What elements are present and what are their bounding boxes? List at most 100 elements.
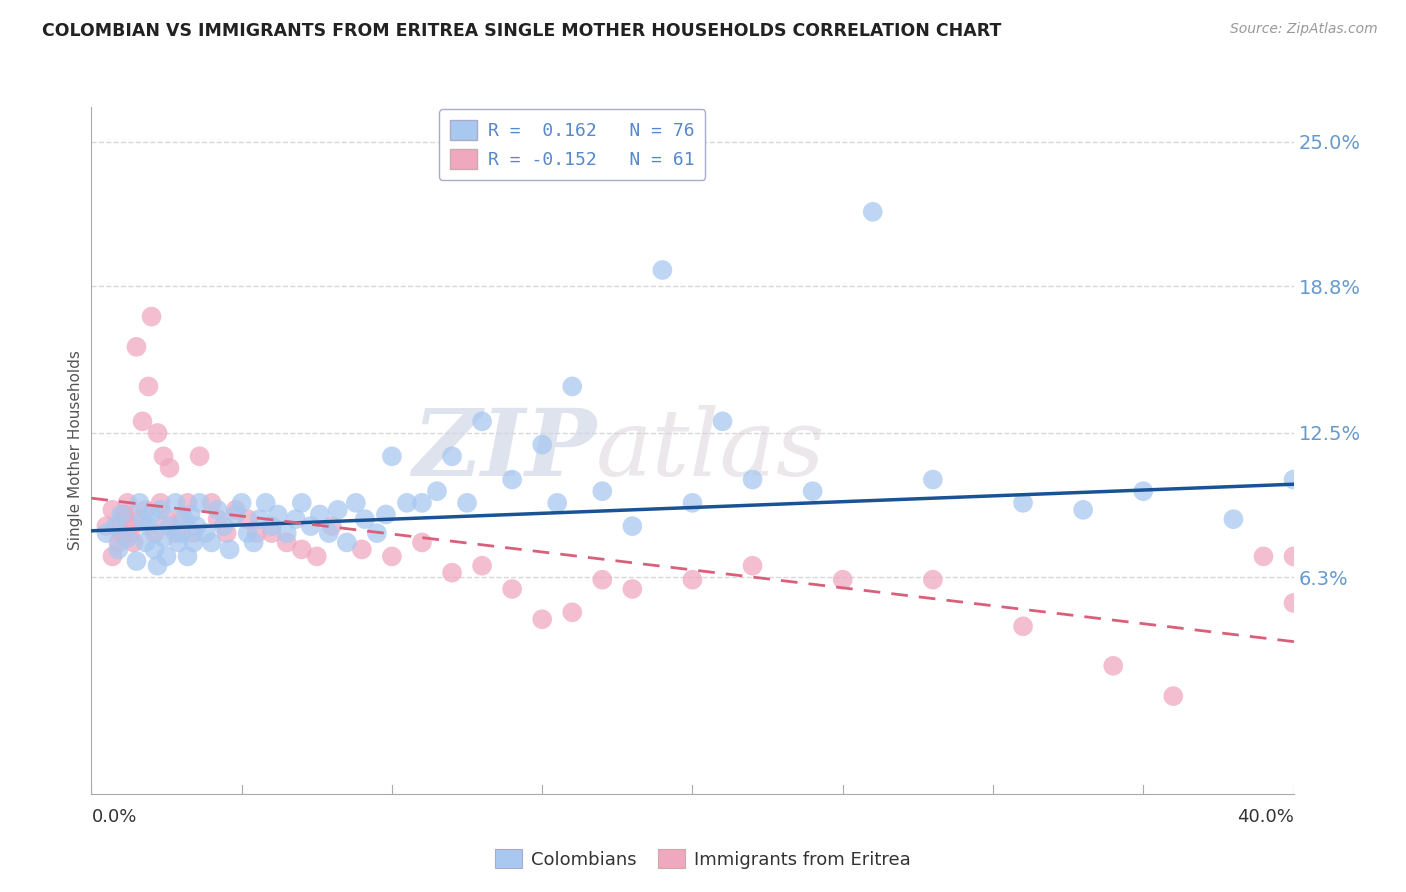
Point	[471, 414, 494, 428]
Text: COLOMBIAN VS IMMIGRANTS FROM ERITREA SINGLE MOTHER HOUSEHOLDS CORRELATION CHART: COLOMBIAN VS IMMIGRANTS FROM ERITREA SIN…	[42, 22, 1001, 40]
Point	[167, 535, 190, 549]
Point	[741, 473, 763, 487]
Point	[110, 526, 132, 541]
Point	[546, 496, 568, 510]
Point	[440, 566, 463, 580]
Point	[242, 535, 264, 549]
Point	[1222, 512, 1244, 526]
Point	[318, 526, 340, 541]
Point	[801, 484, 824, 499]
Point	[1132, 484, 1154, 499]
Point	[146, 425, 169, 440]
Point	[305, 549, 328, 564]
Point	[501, 582, 523, 596]
Point	[531, 437, 554, 451]
Point	[207, 503, 229, 517]
Point	[173, 512, 195, 526]
Point	[176, 549, 198, 564]
Point	[591, 573, 613, 587]
Point	[138, 379, 160, 393]
Point	[862, 204, 884, 219]
Point	[114, 508, 136, 522]
Point	[501, 473, 523, 487]
Point	[218, 542, 240, 557]
Legend: Colombians, Immigrants from Eritrea: Colombians, Immigrants from Eritrea	[488, 842, 918, 876]
Point	[122, 535, 145, 549]
Point	[291, 542, 314, 557]
Point	[922, 573, 945, 587]
Point	[125, 340, 148, 354]
Point	[1253, 549, 1275, 564]
Point	[138, 519, 160, 533]
Point	[212, 519, 235, 533]
Point	[131, 414, 153, 428]
Point	[1012, 496, 1035, 510]
Point	[260, 526, 283, 541]
Point	[170, 526, 193, 541]
Point	[170, 512, 193, 526]
Point	[336, 535, 359, 549]
Point	[107, 519, 129, 533]
Point	[165, 526, 187, 541]
Text: Source: ZipAtlas.com: Source: ZipAtlas.com	[1230, 22, 1378, 37]
Point	[96, 526, 118, 541]
Point	[621, 582, 644, 596]
Point	[186, 519, 208, 533]
Point	[125, 554, 148, 568]
Point	[149, 503, 172, 517]
Point	[101, 503, 124, 517]
Point	[236, 512, 259, 526]
Point	[561, 379, 583, 393]
Point	[276, 535, 298, 549]
Point	[134, 535, 156, 549]
Point	[131, 512, 153, 526]
Point	[321, 519, 343, 533]
Point	[152, 450, 174, 464]
Point	[344, 496, 367, 510]
Point	[225, 508, 247, 522]
Point	[246, 526, 269, 541]
Point	[366, 526, 388, 541]
Point	[299, 519, 322, 533]
Point	[1282, 473, 1305, 487]
Point	[1102, 658, 1125, 673]
Point	[236, 526, 259, 541]
Point	[141, 508, 163, 522]
Point	[188, 496, 211, 510]
Point	[225, 503, 247, 517]
Point	[215, 526, 238, 541]
Point	[141, 310, 163, 324]
Point	[120, 526, 142, 541]
Point	[120, 519, 142, 533]
Text: ZIP: ZIP	[412, 406, 596, 495]
Point	[183, 535, 205, 549]
Point	[114, 508, 136, 522]
Text: 0.0%: 0.0%	[91, 808, 136, 826]
Point	[531, 612, 554, 626]
Point	[165, 496, 187, 510]
Point	[354, 512, 377, 526]
Point	[143, 542, 166, 557]
Point	[561, 605, 583, 619]
Point	[308, 508, 330, 522]
Point	[249, 512, 271, 526]
Point	[381, 549, 404, 564]
Point	[254, 496, 277, 510]
Point	[411, 496, 433, 510]
Point	[831, 573, 853, 587]
Point	[96, 519, 118, 533]
Point	[183, 526, 205, 541]
Point	[110, 508, 132, 522]
Point	[117, 531, 139, 545]
Point	[1282, 596, 1305, 610]
Point	[1298, 596, 1320, 610]
Point	[107, 542, 129, 557]
Point	[152, 531, 174, 545]
Point	[1282, 549, 1305, 564]
Point	[1161, 689, 1184, 703]
Point	[621, 519, 644, 533]
Point	[395, 496, 418, 510]
Point	[201, 535, 224, 549]
Point	[426, 484, 449, 499]
Point	[1012, 619, 1035, 633]
